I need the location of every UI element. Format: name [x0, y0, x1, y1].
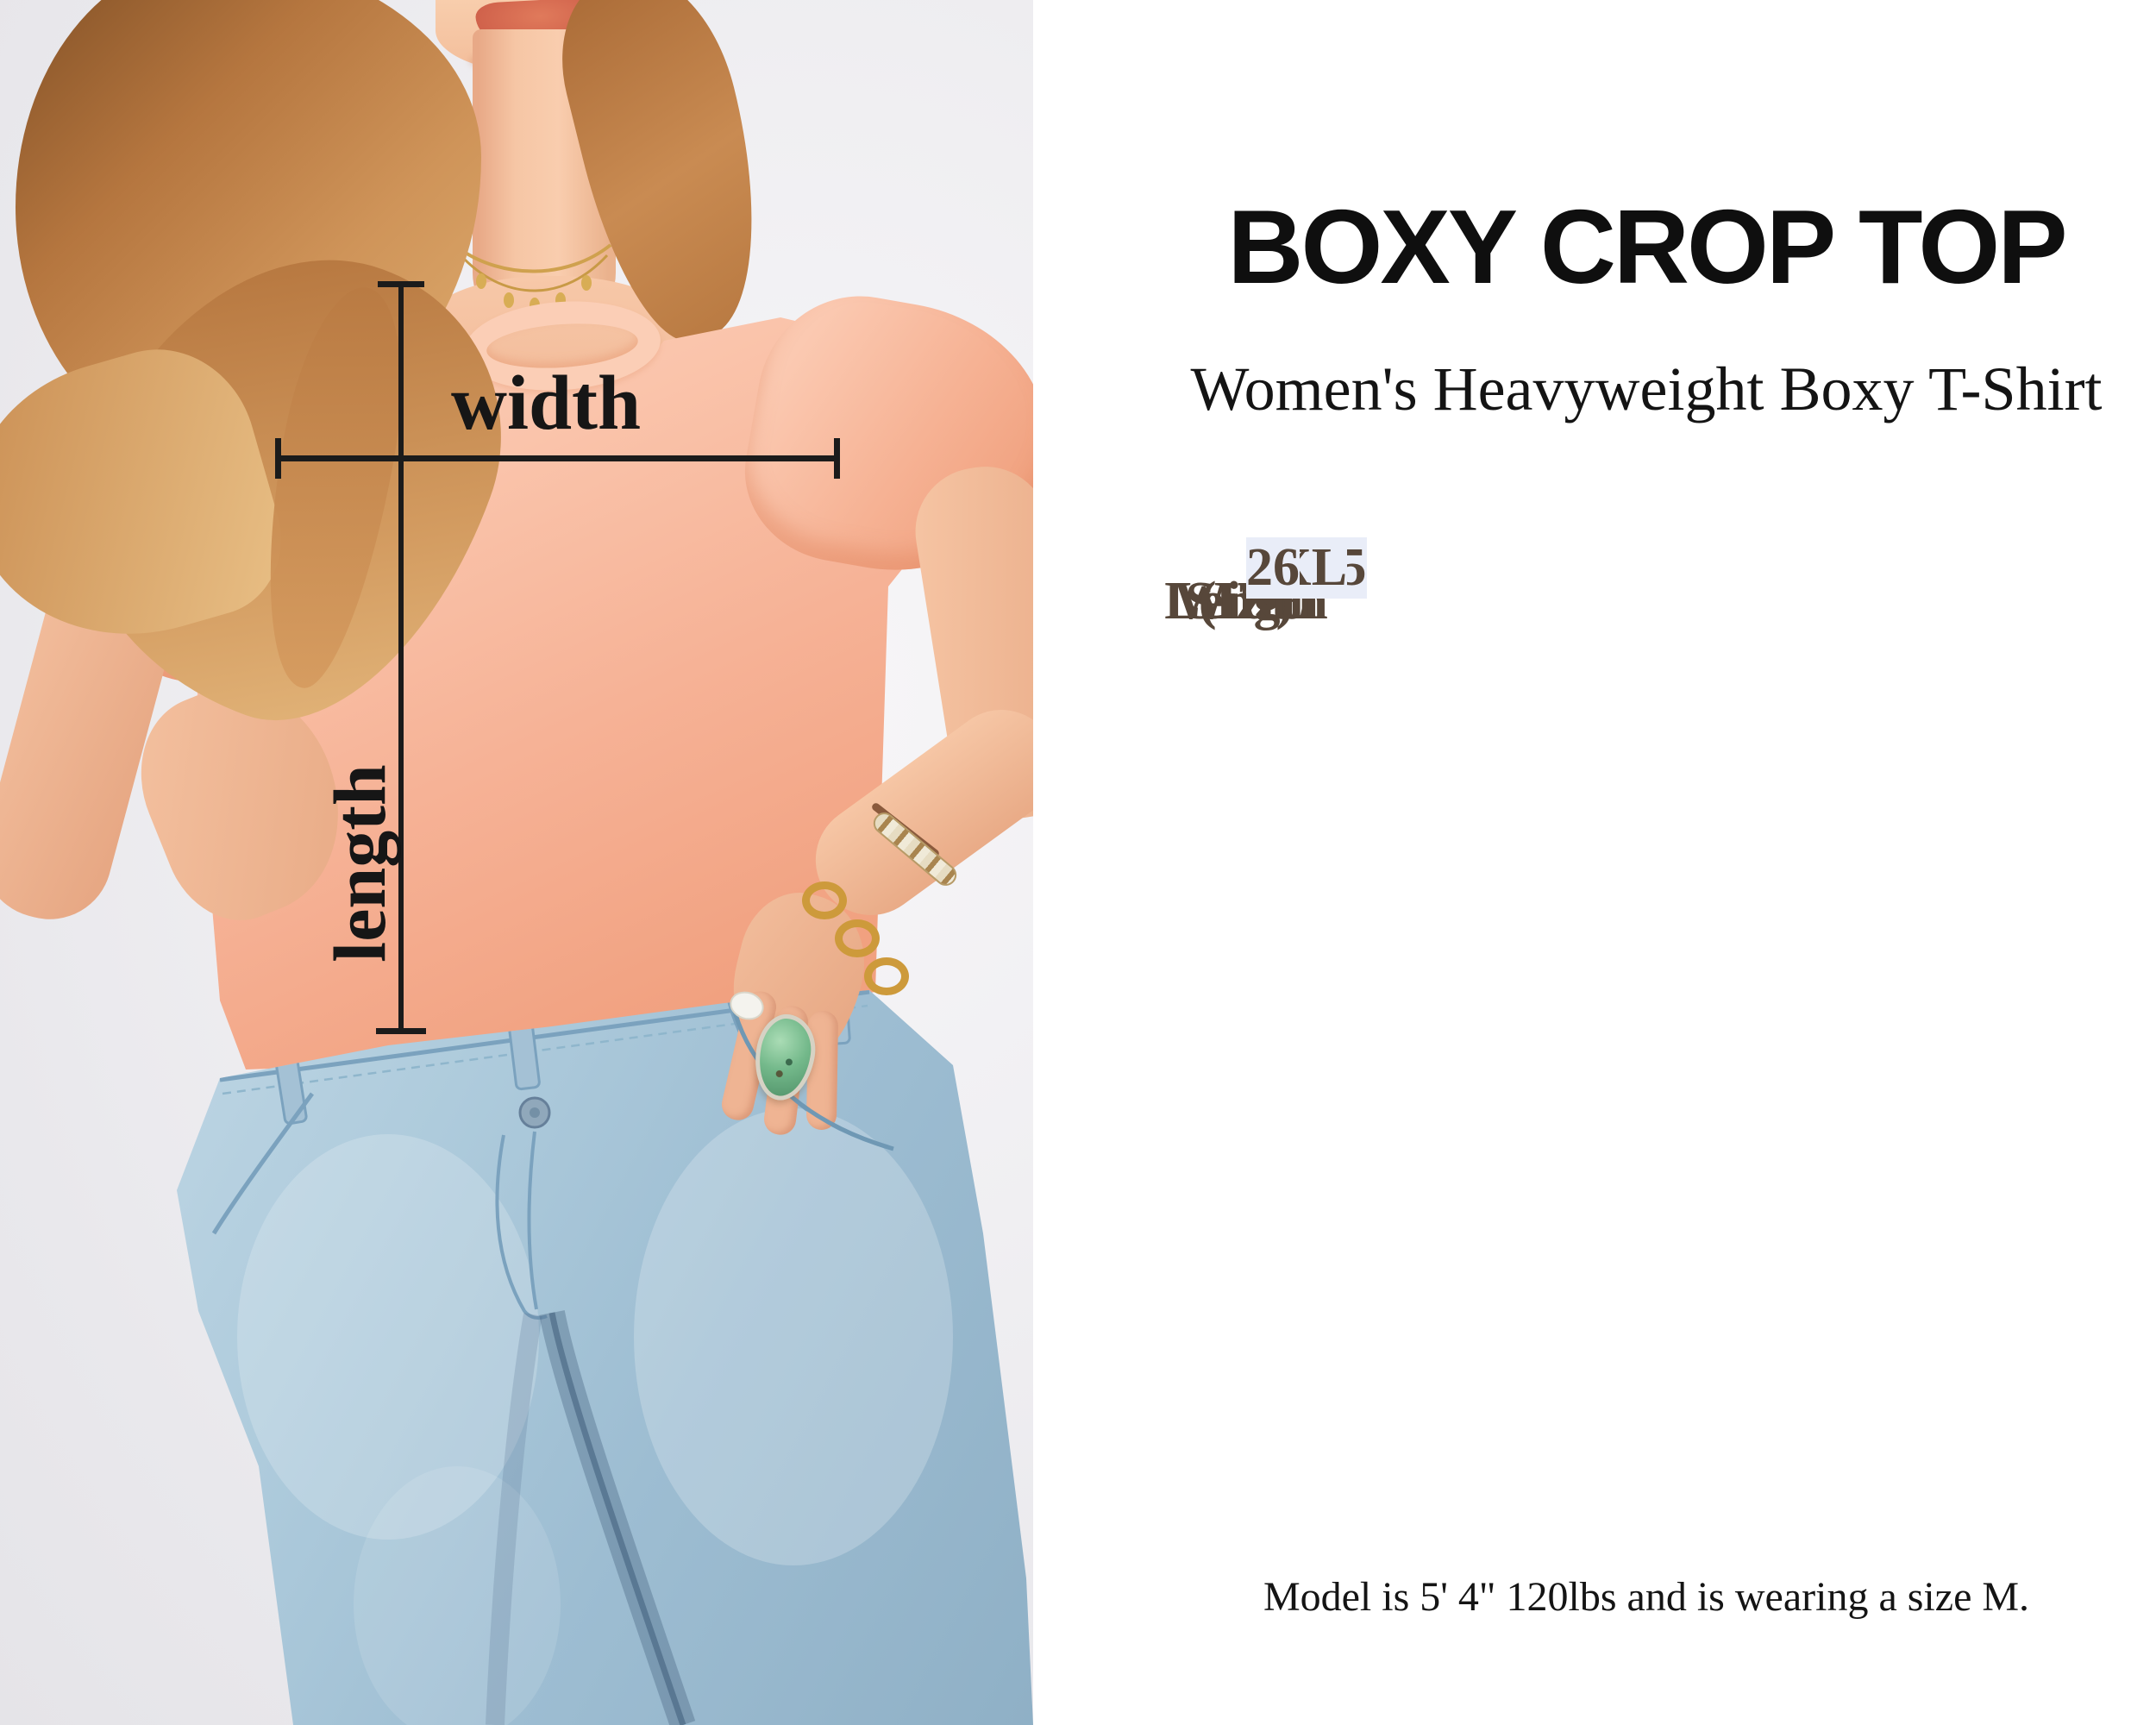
gold-necklace — [455, 240, 614, 329]
width-measure-right-tick — [834, 438, 840, 479]
width-measure-line — [278, 455, 840, 461]
size-info-panel: BOXY CROP TOP Women's Heavyweight Boxy T… — [1033, 0, 2156, 1725]
model-size-note: Model is 5' 4" 120lbs and is wearing a s… — [1263, 1574, 2030, 1620]
gold-chain-bracelet — [802, 881, 847, 919]
page-subtitle: Women's Heavyweight Boxy T-Shirt — [1190, 354, 2103, 423]
jeans — [177, 990, 1033, 1725]
page-title: BOXY CROP TOP — [1227, 188, 2067, 305]
width-measure-label: width — [450, 361, 642, 446]
cell-width: 26 — [1246, 537, 1300, 599]
model-photo: width length — [0, 0, 1033, 1725]
length-measure-label: length — [318, 764, 401, 963]
length-measure-bottom-tick — [376, 1028, 426, 1034]
size-chart-table: SIZE Length (IN) Width (IN) S 20 18.25 M… — [1164, 537, 1990, 1477]
jeans-seams — [211, 990, 1033, 1725]
gold-chain-bracelet — [835, 919, 880, 957]
width-measure-left-tick — [275, 438, 281, 479]
gold-chain-bracelet — [864, 957, 909, 995]
length-measure-line — [398, 281, 404, 1033]
length-measure-top-tick — [378, 281, 424, 287]
